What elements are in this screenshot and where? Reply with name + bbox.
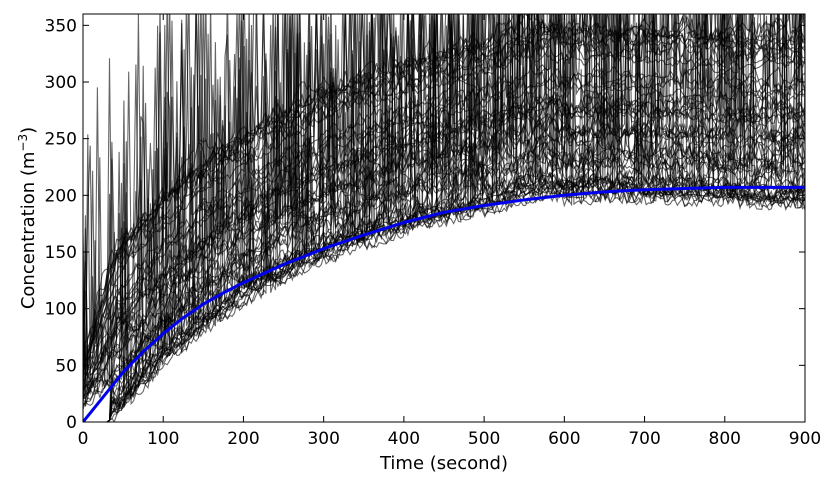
trajectory-line [83,14,805,400]
y-axis-label-superscript: −3 [16,134,30,152]
x-tick-label: 100 [147,429,179,449]
trajectory-line [83,14,805,422]
trajectory-line [83,14,805,383]
x-tick-label: 900 [789,429,821,449]
y-axis-label: Concentration (m−3) [16,127,39,309]
y-axis-label-tail: ) [18,127,39,134]
y-tick-label: 150 [45,243,77,263]
y-tick-label: 300 [45,73,77,93]
y-tick-label: 0 [66,413,77,433]
trajectory-line [83,14,805,401]
x-axis-ticks: 0 100 200 300 400 500 600 700 800 900 [78,14,821,449]
x-tick-label: 200 [227,429,259,449]
trajectory-line [83,14,805,378]
trajectory-line [83,14,805,391]
trajectory-line [83,14,805,389]
trajectory-line [83,14,805,422]
x-tick-label: 300 [307,429,339,449]
trajectory-lines [83,14,805,422]
x-tick-label: 700 [628,429,660,449]
y-axis-label-main: Concentration (m [18,152,39,310]
x-tick-label: 500 [468,429,500,449]
y-axis-ticks: 0 50 100 150 200 250 300 350 [45,16,805,433]
y-tick-label: 250 [45,130,77,150]
x-tick-label: 400 [388,429,420,449]
x-tick-label: 800 [709,429,741,449]
trajectory-line [83,14,805,376]
plot-frame [82,13,806,423]
x-axis-label: Time (second) [379,453,508,474]
trajectory-line [83,14,805,387]
mean-curve-line [83,185,805,422]
y-tick-label: 200 [45,186,77,206]
mean-curve-group [83,185,805,422]
x-tick-label: 600 [548,429,580,449]
trajectory-line [83,14,805,400]
trajectory-line [83,14,805,384]
trajectory-line [83,14,805,422]
y-tick-label: 350 [45,16,77,36]
y-tick-label: 100 [45,300,77,320]
x-tick-label: 0 [78,429,89,449]
y-tick-label: 50 [55,356,77,376]
trajectory-line [83,14,805,407]
